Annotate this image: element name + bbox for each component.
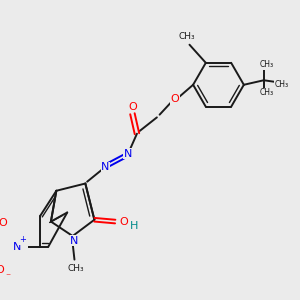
Text: O: O xyxy=(128,101,137,112)
Text: N: N xyxy=(13,242,22,252)
Text: H: H xyxy=(130,221,138,231)
Text: O: O xyxy=(171,94,179,104)
Text: +: + xyxy=(20,235,26,244)
Text: N: N xyxy=(101,162,110,172)
Text: O: O xyxy=(119,217,128,226)
Text: CH₃: CH₃ xyxy=(178,32,195,41)
Text: N: N xyxy=(70,236,79,246)
Text: O: O xyxy=(0,218,7,228)
Text: ⁻: ⁻ xyxy=(6,273,11,283)
Text: CH₃: CH₃ xyxy=(275,80,289,89)
Text: CH₃: CH₃ xyxy=(68,264,85,273)
Text: CH₃: CH₃ xyxy=(260,88,274,98)
Text: O: O xyxy=(0,266,4,275)
Text: CH₃: CH₃ xyxy=(260,60,274,69)
Text: N: N xyxy=(124,148,132,159)
